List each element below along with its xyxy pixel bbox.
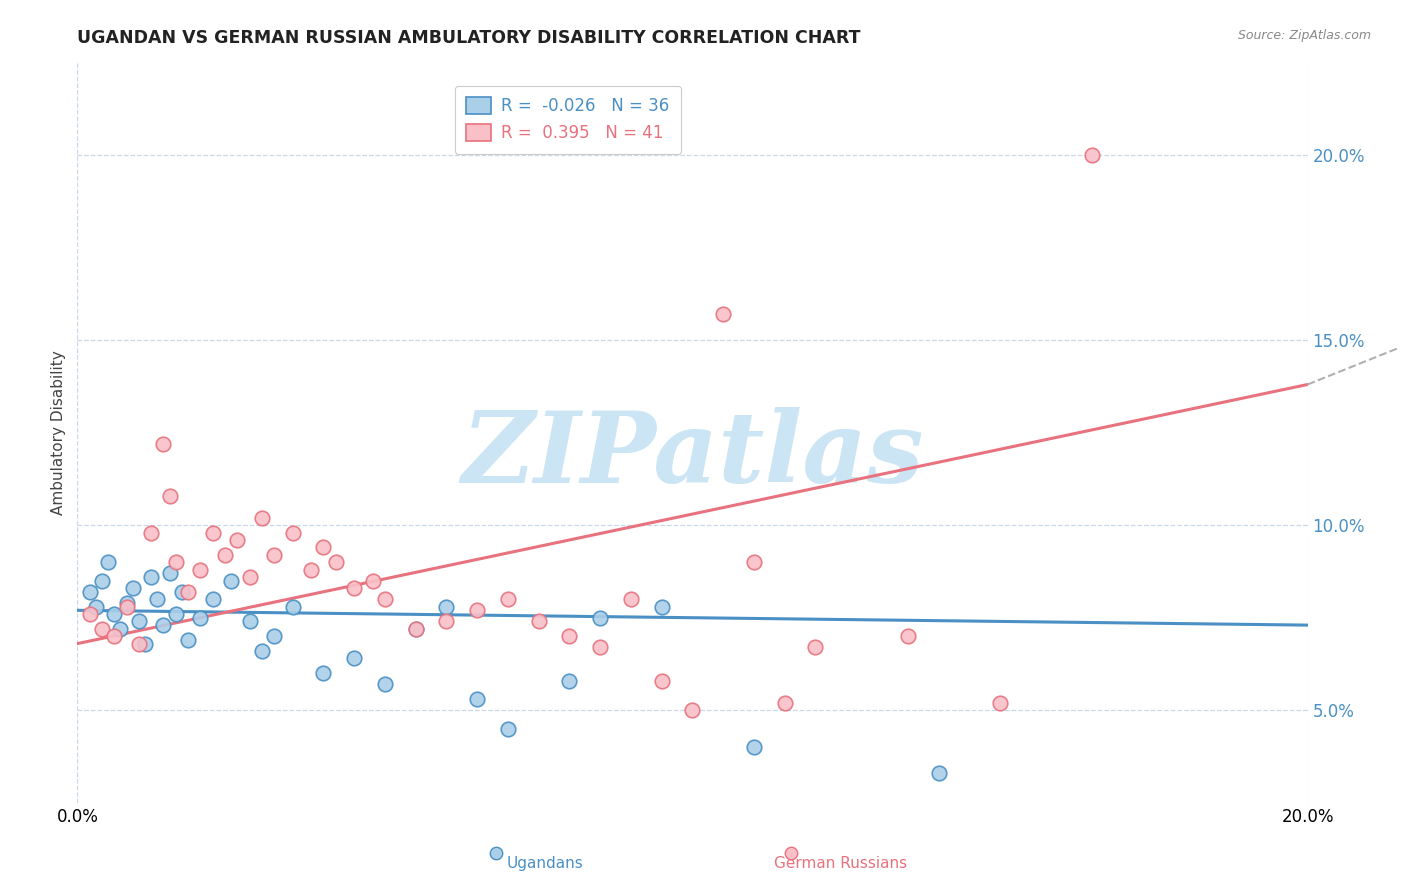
Point xyxy=(651,673,673,688)
Point xyxy=(343,651,366,665)
Point xyxy=(188,610,212,624)
Point xyxy=(159,566,181,581)
Point xyxy=(711,307,734,321)
Point xyxy=(374,592,396,607)
Point xyxy=(651,599,673,614)
Point xyxy=(558,629,581,643)
Point xyxy=(79,607,101,621)
Point xyxy=(374,677,396,691)
Text: ZIPatlas: ZIPatlas xyxy=(461,407,924,503)
Point xyxy=(226,533,249,547)
Text: Source: ZipAtlas.com: Source: ZipAtlas.com xyxy=(1237,29,1371,42)
Y-axis label: Ambulatory Disability: Ambulatory Disability xyxy=(51,351,66,515)
Point xyxy=(589,640,612,655)
Point xyxy=(804,640,827,655)
Point xyxy=(263,548,285,562)
Point xyxy=(405,622,427,636)
Point xyxy=(405,622,427,636)
Point xyxy=(214,548,236,562)
Point xyxy=(177,632,200,647)
Point xyxy=(682,703,704,717)
Point xyxy=(159,489,181,503)
Point xyxy=(742,555,765,569)
Point xyxy=(134,637,156,651)
Point xyxy=(527,615,550,629)
Point xyxy=(115,599,138,614)
Point xyxy=(281,599,304,614)
Point xyxy=(90,622,114,636)
Point xyxy=(436,615,458,629)
Point xyxy=(152,436,174,450)
Point xyxy=(988,696,1011,710)
Point xyxy=(465,603,488,617)
Point xyxy=(325,555,347,569)
Point xyxy=(115,596,138,610)
Point xyxy=(165,607,187,621)
Point xyxy=(312,666,335,681)
Point xyxy=(312,541,335,555)
Point xyxy=(436,599,458,614)
Point xyxy=(239,615,262,629)
Point xyxy=(496,592,519,607)
Point xyxy=(128,637,150,651)
Point xyxy=(773,696,796,710)
Point xyxy=(152,618,174,632)
Point xyxy=(128,615,150,629)
Point xyxy=(84,599,107,614)
Point xyxy=(620,592,643,607)
Point xyxy=(897,629,920,643)
Point xyxy=(110,622,132,636)
Point xyxy=(90,574,114,588)
Point xyxy=(79,584,101,599)
Point xyxy=(165,555,187,569)
Point xyxy=(263,629,285,643)
Legend: R =  -0.026   N = 36, R =  0.395   N = 41: R = -0.026 N = 36, R = 0.395 N = 41 xyxy=(454,86,682,153)
Point xyxy=(281,525,304,540)
Point xyxy=(928,766,950,780)
Point xyxy=(496,722,519,736)
Point xyxy=(343,581,366,595)
Point xyxy=(299,563,322,577)
Point xyxy=(97,555,120,569)
Point xyxy=(177,584,200,599)
Point xyxy=(1081,148,1104,162)
Text: UGANDAN VS GERMAN RUSSIAN AMBULATORY DISABILITY CORRELATION CHART: UGANDAN VS GERMAN RUSSIAN AMBULATORY DIS… xyxy=(77,29,860,46)
Text: Ugandans: Ugandans xyxy=(506,856,583,871)
Point xyxy=(103,607,125,621)
Point xyxy=(589,610,612,624)
Point xyxy=(465,692,488,706)
Point xyxy=(146,592,169,607)
Point xyxy=(250,644,273,658)
Point xyxy=(201,525,224,540)
Point xyxy=(742,740,765,755)
Text: German Russians: German Russians xyxy=(773,856,907,871)
Point xyxy=(103,629,125,643)
Point xyxy=(361,574,384,588)
Point xyxy=(219,574,242,588)
Point xyxy=(250,510,273,524)
Point xyxy=(141,570,163,584)
Point xyxy=(188,563,212,577)
Point xyxy=(558,673,581,688)
Point xyxy=(170,584,193,599)
Point xyxy=(239,570,262,584)
Point xyxy=(121,581,143,595)
Point xyxy=(141,525,163,540)
Point xyxy=(201,592,224,607)
